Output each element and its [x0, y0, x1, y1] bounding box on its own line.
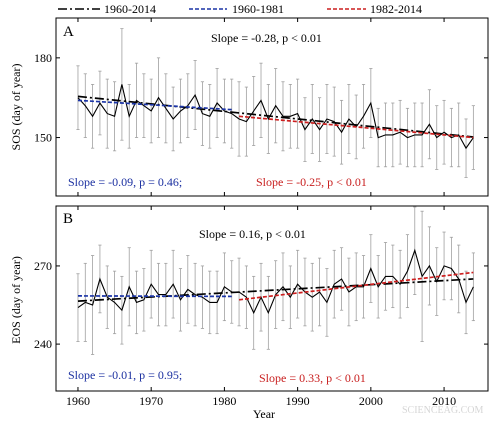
panel-b-trend-1982-2014	[238, 271, 474, 301]
panel-b-annotation-left: Slope = -0.01, p = 0.95;	[68, 368, 182, 382]
panel-a-trend-1982-2014	[238, 115, 474, 139]
panel-b-ytick-label-270: 270	[34, 259, 52, 273]
panel-a-trend-1960-1981	[77, 99, 232, 111]
x-tick-label-1960: 1960	[66, 394, 90, 408]
x-axis-label: Year	[253, 407, 275, 421]
panel-a-ytick-label-150: 150	[34, 131, 52, 145]
panel-b-ylabel: EOS (day of year)	[9, 256, 23, 344]
x-tick-label-1980: 1980	[212, 394, 236, 408]
panel-b-label: B	[63, 211, 73, 227]
panel-a-frame	[55, 17, 489, 197]
panel-b-frame	[55, 205, 489, 392]
panel-b-trend-1960-2014	[77, 278, 474, 302]
x-tick-label-1990: 1990	[286, 394, 310, 408]
panel-a-annotation-top: Slope = -0.28, p < 0.01	[211, 31, 322, 45]
watermark: SCIENCEAG.COM	[402, 405, 484, 416]
panel-b-annotation-top: Slope = 0.16, p < 0.01	[199, 227, 306, 241]
panel-a-ylabel: SOS (day of year)	[9, 64, 23, 151]
panel-a-label: A	[63, 24, 74, 40]
x-tick-label-2010: 2010	[432, 394, 456, 408]
panel-b-annotation-right: Slope = 0.33, p < 0.01	[259, 371, 366, 385]
panel-a-annotation-right: Slope = -0.25, p < 0.01	[256, 175, 367, 189]
x-tick-label-1970: 1970	[139, 394, 163, 408]
legend-label-1960-2014: 1960-2014	[104, 2, 156, 16]
panel-a-ytick-label-180: 180	[34, 51, 52, 65]
legend: 1960-2014 1960-1981 1982-2014	[58, 2, 422, 16]
panel-a-trend-1960-2014	[77, 95, 474, 138]
legend-label-1982-2014: 1982-2014	[370, 2, 422, 16]
panel-b-series-line	[77, 248, 474, 315]
panel-b-eos: B EOS (day of year) Slope = 0.16, p < 0.…	[9, 205, 489, 408]
panel-a-sos: A SOS (day of year) Slope = -0.28, p < 0…	[9, 17, 489, 197]
panel-b-ytick-label-240: 240	[34, 337, 52, 351]
panel-b-trend-1960-1981	[77, 295, 232, 298]
legend-label-1960-1981: 1960-1981	[232, 2, 284, 16]
panel-a-series-line	[77, 84, 474, 150]
x-tick-label-2000: 2000	[359, 394, 383, 408]
panel-a-annotation-left: Slope = -0.09, p = 0.46;	[68, 175, 182, 189]
